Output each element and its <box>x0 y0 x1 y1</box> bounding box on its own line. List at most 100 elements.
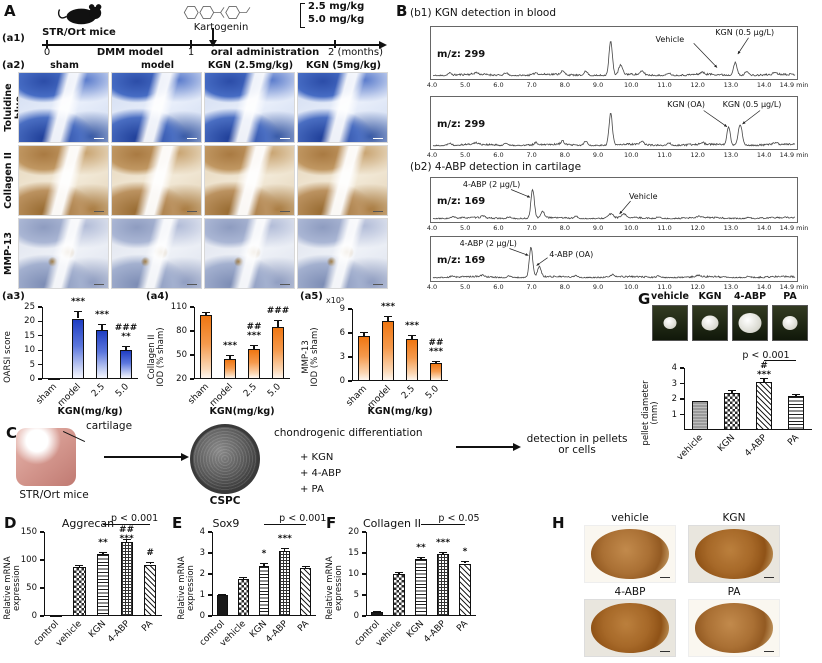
y-tick-label: 0 <box>353 611 359 621</box>
pellet <box>701 315 719 331</box>
error-bar <box>373 610 381 613</box>
differentiation-label: chondrogenic differentiation <box>274 427 423 439</box>
bar-5.0 <box>119 350 133 379</box>
y-tick-label: 6 <box>339 328 345 338</box>
y-tick-label: 0 <box>31 611 37 621</box>
chromatogram-cartilage-vehicle: m/z: 169 4-ABP (2 μg/L) Vehicle 4.0 5.0 6.0 7.… <box>427 177 808 233</box>
cspc-label: CSPC <box>209 495 241 507</box>
bar-KGN <box>258 565 270 616</box>
chart-title-collagen-ii: Collagen II <box>363 517 421 530</box>
pellet <box>663 317 677 329</box>
y-tick-label: 2 <box>671 394 677 404</box>
chart-mmp13-iod: 0 3 6 9 MMP-13 IOD (% sham) x10³ KGN(mg/kg) sha… <box>300 293 460 419</box>
h-label-pa: PA <box>727 586 741 598</box>
significance-marks: *** <box>94 310 110 321</box>
bar-4-ABP <box>279 550 291 616</box>
significance-marks: # <box>146 548 154 559</box>
y-tick-label: 110 <box>170 302 187 312</box>
time-tick-label: 7.0 <box>526 283 537 291</box>
y-tick-label: 1 <box>199 590 205 600</box>
error-bar <box>760 377 768 383</box>
bar-2.5 <box>95 330 109 379</box>
significance-marks: ** <box>416 542 426 553</box>
time-tick-label: 14.9 min <box>779 151 809 159</box>
chromatogram-box: m/z: 169 4-ABP (2 μg/L) 4-ABP (OA) <box>430 236 798 282</box>
time-tick-label: 7.0 <box>526 81 537 89</box>
time-tick-label: 9.0 <box>592 283 604 291</box>
y-tick-mark <box>38 364 42 366</box>
y-tick-label: 0 <box>199 611 205 621</box>
x-axis-label: KGN(mg/kg) <box>209 406 275 417</box>
y-tick-label: 2 <box>199 569 205 579</box>
time-tick-label: 7.0 <box>526 224 537 232</box>
error-bar <box>384 316 392 321</box>
significance-marks: * <box>462 547 468 558</box>
significance-marks: ### <box>266 305 290 316</box>
chromatogram-box: m/z: 299 Vehicle KGN (0.5 μg/L) <box>430 26 798 80</box>
time-tick-label: 9.0 <box>592 81 604 89</box>
x-axis-label: KGN(mg/kg) <box>57 406 123 417</box>
time-tick-label: 11.0 <box>657 81 672 89</box>
y-tick-mark <box>208 552 212 554</box>
y-tick-label: 15 <box>24 330 35 341</box>
knee-joint-photo <box>16 428 76 486</box>
y-tick-label: 10 <box>24 345 35 356</box>
panel-label-E: E <box>172 514 183 532</box>
chromatogram-trace <box>432 110 796 147</box>
y-axis-label: MMP-13 IOD (% sham) <box>301 327 320 387</box>
y-tick-label: 20 <box>176 374 187 384</box>
time-tick-label: 14.0 <box>756 224 772 232</box>
pellet-photo-4abp <box>732 305 768 341</box>
error-bar <box>432 361 440 364</box>
y-tick-label: 0 <box>29 374 35 384</box>
y-axis-label: Relative mRNA expression <box>3 556 22 620</box>
chart-oarsi-score: 0 5 10 15 20 25 OARSI score KGN(mg/kg) sham *** mo… <box>2 293 144 419</box>
dose-1-label: 2.5 mg/kg <box>308 1 365 12</box>
mz-label: m/z: 169 <box>437 196 486 208</box>
histology-collagen-ii-model <box>111 145 202 216</box>
error-bar <box>122 345 130 351</box>
bar-PA <box>144 564 157 616</box>
error-bar <box>792 394 800 396</box>
bar-PA <box>459 563 471 616</box>
time-tick-label: 12.0 <box>690 224 705 232</box>
timeline-label-0: 0 <box>43 47 51 58</box>
p-bracket <box>103 524 151 525</box>
bar-4-ABP <box>755 381 773 430</box>
y-tick-label: 20 <box>24 316 35 327</box>
bar-2.5 <box>247 349 261 379</box>
time-tick-label: 6.0 <box>493 224 504 232</box>
p-value-label: p < 0.05 <box>438 513 480 524</box>
error-bar <box>226 355 234 359</box>
significance-marks: # *** <box>756 361 772 380</box>
time-tick-label: 14.9 min <box>779 224 809 232</box>
significance-marks: *** <box>277 534 292 545</box>
time-axis: 4.0 5.0 6.0 7.0 8.0 9.0 10.0 11.0 12.0 13.0 14.0 14… <box>427 80 809 90</box>
bar-model <box>71 318 85 379</box>
a2-tag: (a2) <box>2 60 25 71</box>
y-tick-mark <box>362 531 366 533</box>
y-tick-mark <box>40 587 44 589</box>
bar-vehicle <box>393 574 405 616</box>
y-tick-mark <box>680 413 684 416</box>
y-tick-label: 4 <box>671 363 677 373</box>
error-bar <box>461 561 469 564</box>
significance-marks: * <box>261 548 267 559</box>
bar-KGN <box>723 392 741 430</box>
peak-annotation: 4-ABP (2 μg/L) <box>459 239 517 249</box>
significance-marks: *** <box>380 302 396 313</box>
pellet-section-pa <box>688 599 780 657</box>
y-tick-label: 3 <box>671 378 677 389</box>
plot-area <box>194 307 290 379</box>
chromatogram-trace <box>432 188 795 220</box>
significance-marks: ## *** <box>119 525 135 544</box>
p-bracket <box>421 524 465 525</box>
y-tick-mark <box>680 382 684 385</box>
error-bar <box>439 551 447 554</box>
panel-label-H: H <box>552 514 565 532</box>
y-tick-label: 20 <box>348 527 359 537</box>
y-tick-mark <box>362 594 366 596</box>
kartogenin-structure-icon <box>183 6 251 19</box>
y-tick-mark <box>362 552 366 554</box>
c-mice-label: STR/Ort mice <box>19 489 89 501</box>
